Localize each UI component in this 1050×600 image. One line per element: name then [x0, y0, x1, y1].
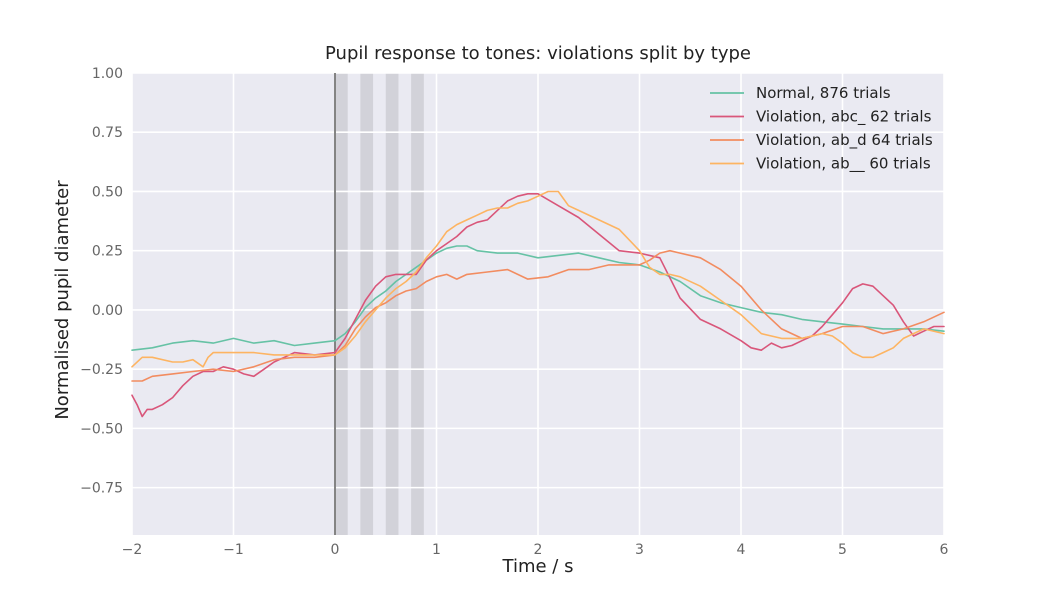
- tick-labels: −2 −1 0 1 2 3 4 5 6 −0.75 −0.50 −0.25 0.00 0.25 0.50 0.…: [80, 66, 948, 558]
- x-tick-label: −1: [223, 542, 244, 558]
- x-tick-label: 6: [940, 542, 949, 558]
- legend-label-3: Violation, ab_d 64 trials: [756, 131, 933, 150]
- x-tick-label: 5: [838, 542, 847, 558]
- x-tick-label: 0: [331, 542, 340, 558]
- x-tick-label: 2: [534, 542, 543, 558]
- x-axis-title: Time / s: [502, 556, 574, 577]
- x-tick-label: 4: [737, 542, 746, 558]
- series-line-3: [131, 249, 945, 382]
- series-line-4: [131, 190, 945, 368]
- series-line-2: [131, 193, 945, 418]
- y-tick-label: 0.75: [92, 125, 123, 141]
- series-lines: [131, 190, 945, 418]
- stimulus-band-1: [335, 73, 348, 535]
- y-tick-label: −0.50: [80, 421, 123, 437]
- stimulus-bands: [335, 73, 424, 535]
- y-tick-label: 0.00: [92, 303, 123, 319]
- chart-title: Pupil response to tones: violations spli…: [325, 43, 751, 64]
- legend-label-1: Normal, 876 trials: [756, 84, 891, 102]
- stimulus-band-4: [411, 73, 424, 535]
- stimulus-band-3: [385, 73, 399, 535]
- y-tick-label: −0.75: [80, 481, 123, 497]
- stimulus-band-2: [360, 73, 374, 535]
- legend-label-4: Violation, ab__ 60 trials: [756, 155, 931, 174]
- x-tick-label: −2: [122, 542, 143, 558]
- y-tick-label: 0.50: [92, 184, 123, 200]
- legend: Normal, 876 trials Violation, abc_ 62 tri…: [710, 84, 933, 174]
- x-tick-label: 1: [432, 542, 441, 558]
- legend-label-2: Violation, abc_ 62 trials: [756, 108, 932, 127]
- y-tick-label: 0.25: [92, 244, 123, 260]
- x-tick-label: 3: [635, 542, 644, 558]
- series-line-1: [131, 245, 945, 352]
- y-tick-label: 1.00: [92, 66, 123, 82]
- y-tick-label: −0.25: [80, 362, 123, 378]
- y-axis-title: Normalised pupil diameter: [52, 180, 73, 420]
